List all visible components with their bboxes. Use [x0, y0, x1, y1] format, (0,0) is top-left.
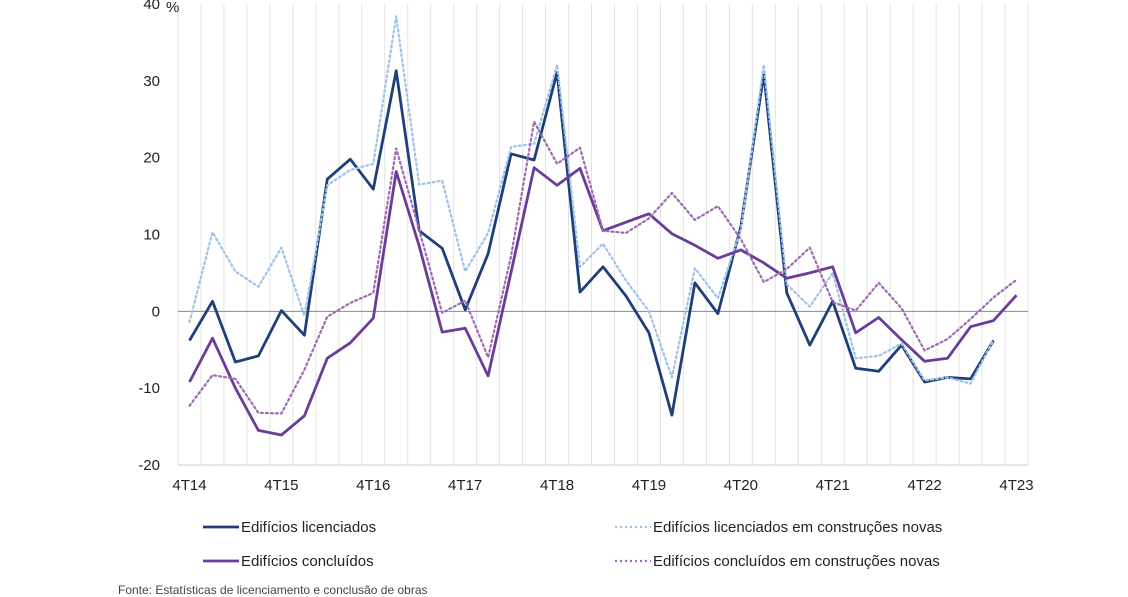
y-axis-ticks: 40 30 20 10 0 -10 -20: [138, 0, 160, 474]
legend-label-4: Edifícios concluídos em construções nova…: [653, 553, 940, 570]
x-tick-label: 4T21: [816, 477, 850, 494]
y-tick-label: 0: [152, 303, 160, 320]
legend-label-2: Edifícios licenciados em construções nov…: [653, 519, 942, 536]
y-tick-label: 40: [143, 0, 160, 13]
x-tick-label: 4T22: [908, 477, 942, 494]
y-tick-label: 20: [143, 150, 160, 167]
series-lines: [188, 15, 1018, 437]
series-line-2: [188, 15, 995, 385]
x-tick-label: 4T17: [448, 477, 482, 494]
y-tick-label: -10: [138, 380, 160, 397]
vertical-gridlines: [177, 4, 1029, 465]
x-tick-label: 4T19: [632, 477, 666, 494]
legend-label-1: Edifícios licenciados: [241, 519, 376, 536]
x-tick-label: 4T23: [999, 477, 1033, 494]
x-tick-label: 4T20: [724, 477, 758, 494]
y-tick-label: 30: [143, 73, 160, 90]
legend-label-3: Edifícios concluídos: [241, 553, 374, 570]
legend: Edifícios licenciados Edifícios licenciad…: [203, 519, 942, 570]
y-tick-label: 10: [143, 227, 160, 244]
y-tick-label: -20: [138, 457, 160, 474]
series-line-3: [188, 166, 1018, 437]
x-tick-label: 4T15: [264, 477, 298, 494]
x-axis-ticks: 4T14 4T15 4T16 4T17 4T18 4T19 4T20 4T21 4T22 4T23: [172, 477, 1033, 494]
series-line-4: [188, 120, 1018, 415]
x-tick-label: 4T16: [356, 477, 390, 494]
y-axis-unit-label: %: [166, 0, 179, 16]
x-tick-label: 4T14: [172, 477, 206, 494]
source-note: Fonte: Estatísticas de licenciamento e c…: [118, 583, 428, 597]
x-tick-label: 4T18: [540, 477, 574, 494]
